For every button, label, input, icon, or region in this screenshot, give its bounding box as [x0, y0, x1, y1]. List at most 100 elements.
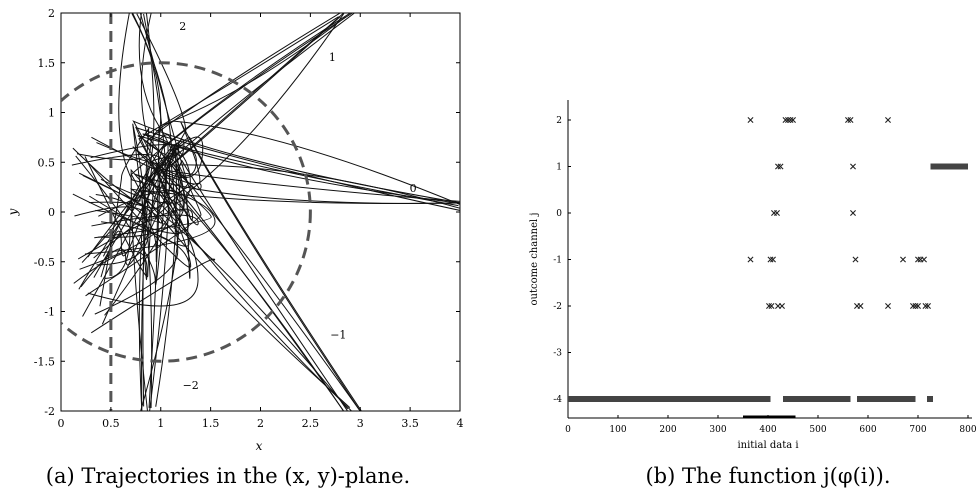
trajectory-line — [72, 188, 349, 410]
channel-label: 1 — [329, 51, 336, 64]
outcome-point — [775, 163, 781, 170]
x-tick-label: 0 — [565, 425, 571, 435]
x-tick-label: 1.5 — [202, 417, 220, 430]
outcome-point — [922, 303, 929, 309]
y-tick-label: 1 — [556, 163, 562, 173]
panel-a-caption: (a) Trajectories in the (x, y)-plane. — [46, 464, 410, 488]
outcome-points — [747, 117, 931, 309]
outcome-point — [847, 117, 854, 123]
trajectory-line — [88, 13, 189, 218]
trajectory-line — [78, 13, 352, 224]
outcome-point — [921, 256, 927, 263]
outcome-run — [927, 396, 933, 402]
x-tick-label: 2 — [257, 417, 264, 430]
y-tick-label: -4 — [553, 395, 562, 405]
trajectory-line — [94, 13, 345, 315]
trajectory-line — [89, 16, 339, 247]
channel-labels: 2 1 0 −1 −2 — [179, 20, 416, 392]
trajectory-line — [84, 156, 460, 278]
outcome-point — [857, 303, 864, 309]
x-tick-label: 1 — [157, 417, 164, 430]
outcome-point — [782, 117, 789, 123]
y-tick-label: -2 — [553, 302, 562, 312]
trajectory-line — [91, 121, 360, 410]
y-tick-label: -3 — [553, 349, 562, 359]
outcome-point — [850, 210, 856, 216]
outcome-point — [785, 117, 791, 123]
y-tick-label: 2 — [556, 116, 562, 126]
trajectory-line — [98, 135, 459, 238]
x-tick-label: 300 — [709, 425, 726, 435]
dashed-circle — [61, 61, 312, 363]
outcome-point — [777, 163, 784, 170]
trajectory-line — [104, 160, 171, 411]
x-tick-label: 100 — [609, 425, 626, 435]
outcome-point — [747, 117, 754, 123]
outcome-point — [767, 256, 774, 263]
trajectory-line — [78, 13, 342, 290]
y-tick-label: -0.5 — [34, 256, 55, 269]
outcome-point — [787, 117, 794, 123]
outcome-run — [857, 396, 916, 402]
y-tick-label: -1.5 — [34, 355, 55, 368]
trajectory-line — [100, 133, 460, 204]
panel-b-caption: (b) The function j(φ(i)). — [645, 464, 890, 488]
trajectory-line — [90, 168, 216, 411]
x-tick-label: 200 — [659, 425, 676, 435]
outcome-point — [770, 256, 776, 263]
panel-b-ticks: 0 100 200 300 400 500 600 700 800 -4 -3 -2 -1 0 1 2 — [553, 116, 977, 435]
outcome-run — [783, 396, 851, 402]
channel-label: 0 — [410, 182, 417, 195]
x-tick-label: 400 — [759, 425, 776, 435]
trajectory-bundles — [71, 13, 460, 411]
outcome-point — [747, 256, 754, 263]
outcome-point — [850, 163, 856, 170]
outcome-point — [925, 303, 931, 309]
outcome-point — [845, 117, 851, 123]
outcome-point — [915, 256, 921, 263]
trajectory-line — [99, 126, 150, 407]
y-tick-label: 2 — [48, 7, 55, 20]
outcome-point — [910, 303, 916, 309]
panel-b-xlabel: initial data i — [737, 440, 798, 451]
outcome-point — [912, 303, 919, 309]
x-tick-label: 4 — [457, 417, 464, 430]
channel-label: −1 — [330, 328, 346, 341]
panel-a-ylabel: y — [6, 208, 20, 216]
panel-a-xlabel: x — [256, 439, 263, 453]
trajectory-line — [89, 13, 192, 268]
trajectory-line — [91, 120, 460, 227]
x-tick-label: 0 — [58, 417, 65, 430]
outcome-point — [915, 303, 921, 309]
x-tick-label: 3.5 — [401, 417, 419, 430]
y-tick-label: 0 — [48, 206, 55, 219]
y-tick-label: 1 — [48, 107, 55, 120]
x-tick-label: 800 — [959, 425, 976, 435]
y-tick-label: -2 — [44, 405, 55, 418]
trajectory-line — [90, 144, 197, 411]
outcome-run — [930, 163, 968, 170]
outcome-point — [779, 303, 785, 309]
trajectory-line — [75, 16, 341, 286]
y-tick-label: 0 — [556, 209, 562, 219]
outcome-point — [900, 256, 906, 263]
y-tick-label: -1 — [44, 306, 55, 319]
x-tick-label: 2.5 — [302, 417, 320, 430]
x-tick-label: 0.5 — [102, 417, 120, 430]
outcome-point — [766, 303, 772, 309]
outcome-run — [568, 396, 771, 402]
trajectory-line — [87, 136, 204, 408]
outcome-runs — [568, 163, 968, 419]
reference-shapes — [61, 13, 312, 411]
outcome-point — [852, 256, 859, 263]
x-tick-label: 600 — [859, 425, 876, 435]
y-tick-label: 1.5 — [38, 57, 56, 70]
outcome-point — [885, 303, 891, 309]
y-tick-label: 0.5 — [38, 156, 56, 169]
x-tick-label: 500 — [809, 425, 826, 435]
panel-b-ylabel: outcome channel j — [529, 213, 540, 306]
outcome-point — [790, 117, 796, 123]
outcome-point — [768, 303, 775, 309]
y-tick-label: -1 — [553, 256, 562, 266]
